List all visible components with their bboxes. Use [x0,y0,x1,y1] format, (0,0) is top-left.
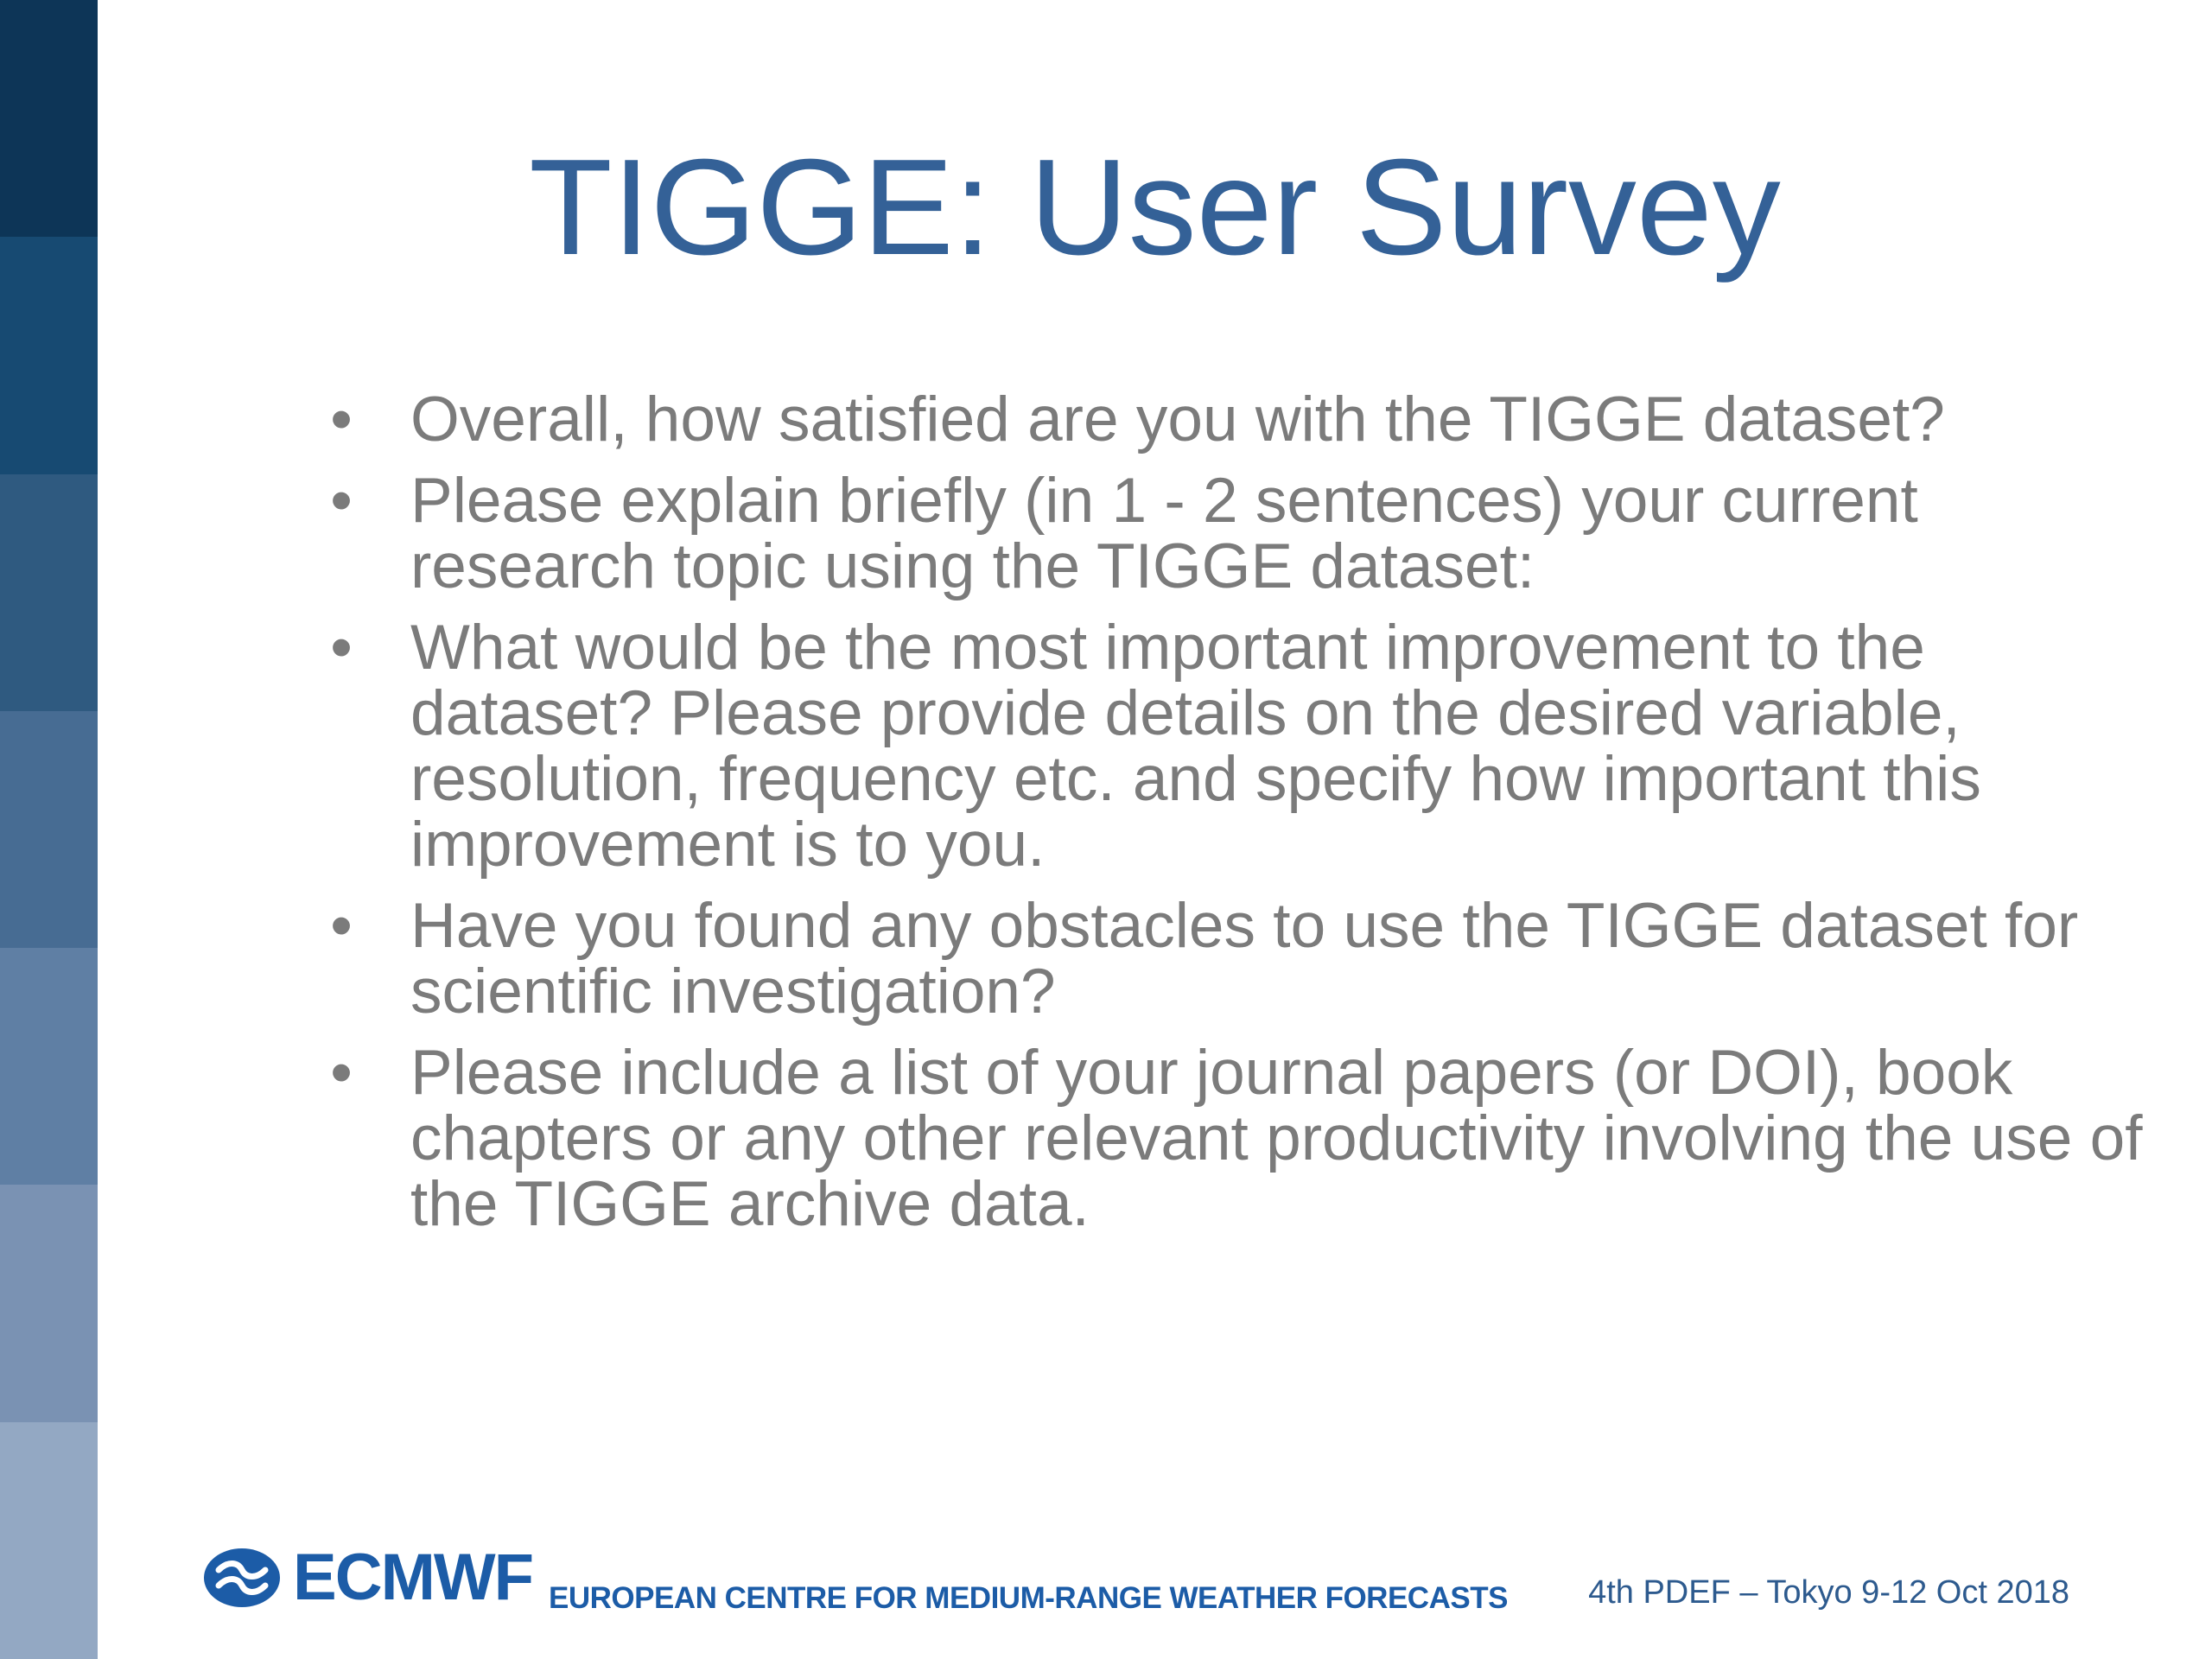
bullet-item: • Please include a list of your journal … [324,1040,2173,1237]
bullet-text: Overall, how satisfied are you with the … [410,385,1945,454]
slide-title: TIGGE: User Survey [529,131,1781,283]
bullet-item: • Have you found any obstacles to use th… [324,893,2173,1025]
bullet-icon: • [330,385,353,454]
side-bar-decoration [0,0,98,1659]
side-bar-block [0,0,98,238]
organization-name: EUROPEAN CENTRE FOR MEDIUM-RANGE WEATHER… [549,1581,1508,1615]
side-bar-block [0,710,98,949]
bullet-list: • Overall, how satisfied are you with th… [324,387,2173,1253]
bullet-text: Please include a list of your journal pa… [410,1038,2143,1239]
logo-text: ECMWF [293,1541,534,1614]
bullet-icon: • [330,891,353,961]
side-bar-block [0,1185,98,1422]
side-bar-block [0,1421,98,1659]
footer: ECMWF EUROPEAN CENTRE FOR MEDIUM-RANGE W… [203,1538,2069,1624]
bullet-icon: • [330,613,353,683]
bullet-icon: • [330,466,353,536]
side-bar-block [0,474,98,711]
bullet-text: Have you found any obstacles to use the … [410,891,2079,1027]
event-label: 4th PDEF – Tokyo 9-12 Oct 2018 [1588,1574,2069,1611]
bullet-item: • What would be the most important impro… [324,615,2173,878]
ecmwf-logo: ECMWF [203,1541,534,1614]
bullet-item: • Overall, how satisfied are you with th… [324,387,2173,453]
ecmwf-logo-icon [204,1548,280,1607]
bullet-text: Please explain briefly (in 1 - 2 sentenc… [410,466,1918,601]
bullet-item: • Please explain briefly (in 1 - 2 sente… [324,468,2173,600]
bullet-icon: • [330,1038,353,1108]
side-bar-block [0,237,98,474]
bullet-text: What would be the most important improve… [410,613,1981,880]
side-bar-block [0,948,98,1185]
